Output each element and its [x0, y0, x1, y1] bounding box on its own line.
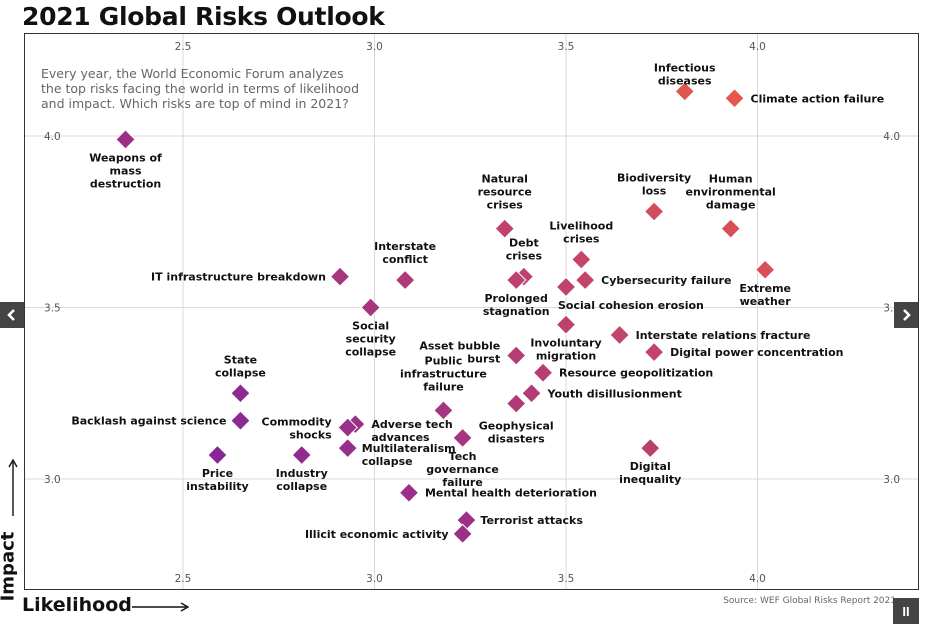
risk-point-9[interactable] — [394, 269, 416, 291]
risk-point-20[interactable] — [230, 383, 251, 404]
chart-subtitle: Every year, the World Economic Forum ana… — [41, 66, 359, 111]
source-note: Source: WEF Global Risks Report 2021 — [723, 596, 896, 606]
risk-label-12: Prolonged stagnation — [483, 292, 550, 318]
risk-label-10: IT infrastructure breakdown — [151, 271, 326, 284]
risk-label-14: Social security collapse — [345, 320, 396, 359]
risk-point-16[interactable] — [609, 324, 630, 346]
risk-label-23: Geophysical disasters — [479, 420, 554, 446]
y-tick-label-2-left: 4.0 — [44, 131, 61, 143]
risk-point-28[interactable] — [337, 437, 358, 459]
risk-label-28: Multilateralism collapse — [362, 442, 456, 468]
y-tick-label-0-left: 3.0 — [44, 474, 61, 486]
risk-point-19[interactable] — [532, 362, 554, 383]
risk-point-32[interactable] — [398, 482, 420, 503]
risk-point-13[interactable] — [555, 276, 577, 298]
risk-label-11: Cybersecurity failure — [601, 274, 731, 287]
risk-point-4[interactable] — [720, 218, 741, 239]
risk-label-21: Youth disillusionment — [547, 387, 682, 400]
risk-point-8[interactable] — [754, 259, 776, 280]
risk-label-30: Price instability — [186, 467, 248, 493]
risk-point-29[interactable] — [640, 437, 661, 459]
risk-point-15[interactable] — [555, 314, 577, 335]
risk-point-5[interactable] — [494, 218, 515, 239]
risk-label-29: Digital inequality — [619, 460, 681, 486]
risk-label-4: Human environmental damage — [686, 173, 776, 212]
risk-point-3[interactable] — [643, 201, 665, 222]
risk-point-1[interactable] — [724, 88, 745, 109]
risk-label-33: Terrorist attacks — [480, 514, 583, 527]
y-axis-label: Impact — [0, 531, 19, 602]
plot-frame — [24, 33, 919, 590]
risk-point-30[interactable] — [207, 444, 228, 466]
risk-label-16: Interstate relations fracture — [636, 329, 811, 342]
x-tick-label-2-top: 3.5 — [558, 41, 575, 53]
risk-label-32: Mental health deterioration — [425, 487, 597, 500]
risk-point-22[interactable] — [433, 400, 454, 421]
risk-label-8: Extreme weather — [739, 282, 791, 308]
chevron-left-icon — [7, 309, 15, 321]
risk-point-2[interactable] — [115, 129, 136, 150]
risk-label-22: Public infrastructure failure — [400, 354, 487, 393]
y-tick-label-0-right: 3.0 — [883, 474, 900, 486]
risk-point-12[interactable] — [506, 269, 527, 291]
risk-label-6: Livelihood crises — [549, 219, 613, 245]
risk-label-1: Climate action failure — [751, 92, 885, 105]
risk-label-5: Natural resource crises — [478, 173, 532, 212]
y-tick-label-1-left: 3.5 — [44, 303, 61, 315]
risk-point-34[interactable] — [452, 523, 473, 545]
chart-title: 2021 Global Risks Outlook — [22, 2, 385, 31]
risk-point-17[interactable] — [643, 341, 665, 363]
pause-button[interactable]: II — [893, 598, 919, 624]
risk-point-11[interactable] — [574, 269, 596, 291]
risk-point-6[interactable] — [571, 249, 592, 270]
risk-label-27: Tech governance failure — [426, 450, 499, 489]
risk-label-34: Illicit economic activity — [305, 528, 449, 541]
prev-slide-button[interactable] — [0, 302, 24, 328]
risk-label-9: Interstate conflict — [374, 240, 436, 266]
risk-point-14[interactable] — [360, 297, 381, 318]
risk-label-17: Digital power concentration — [670, 346, 843, 359]
pause-icon: II — [902, 603, 910, 619]
risk-label-3: Biodiversity loss — [617, 171, 691, 197]
chevron-right-icon — [903, 309, 911, 321]
risk-label-31: Industry collapse — [276, 467, 328, 493]
x-axis-arrow-icon — [132, 602, 190, 612]
risk-point-0[interactable] — [674, 81, 695, 102]
risk-point-18[interactable] — [506, 345, 527, 366]
risk-label-13: Social cohesion erosion — [558, 299, 704, 312]
y-axis-arrow-icon — [8, 458, 18, 516]
x-tick-label-3-top: 4.0 — [749, 41, 766, 53]
risk-point-21[interactable] — [521, 383, 542, 404]
x-tick-label-1-bottom: 3.0 — [366, 573, 383, 585]
risk-point-27[interactable] — [452, 427, 473, 449]
x-tick-label-2-bottom: 3.5 — [558, 573, 575, 585]
risk-label-0: Infectious diseases — [654, 61, 716, 87]
risk-label-24: Backlash against science — [71, 415, 226, 428]
x-tick-label-0-top: 2.5 — [175, 41, 192, 53]
risk-label-18: Asset bubble burst — [419, 340, 500, 366]
risk-point-31[interactable] — [291, 444, 312, 466]
risk-label-19: Resource geopolitization — [559, 367, 713, 380]
x-axis-label: Likelihood — [22, 594, 132, 616]
x-tick-label-1-top: 3.0 — [366, 41, 383, 53]
x-tick-label-3-bottom: 4.0 — [749, 573, 766, 585]
risk-label-25: Adverse tech advances — [371, 418, 452, 444]
risk-label-15: Involuntary migration — [530, 337, 601, 363]
risk-point-26[interactable] — [337, 417, 358, 438]
y-tick-label-2-right: 4.0 — [883, 131, 900, 143]
risk-point-24[interactable] — [230, 410, 251, 431]
risk-label-26: Commodity shocks — [262, 416, 333, 442]
risk-point-23[interactable] — [506, 393, 527, 414]
risk-point-10[interactable] — [329, 266, 351, 287]
risk-label-7: Debt crises — [506, 237, 543, 263]
x-tick-label-0-bottom: 2.5 — [175, 573, 192, 585]
risk-label-20: State collapse — [215, 353, 266, 379]
risk-label-2: Weapons of mass destruction — [89, 151, 162, 190]
next-slide-button[interactable] — [894, 302, 918, 328]
